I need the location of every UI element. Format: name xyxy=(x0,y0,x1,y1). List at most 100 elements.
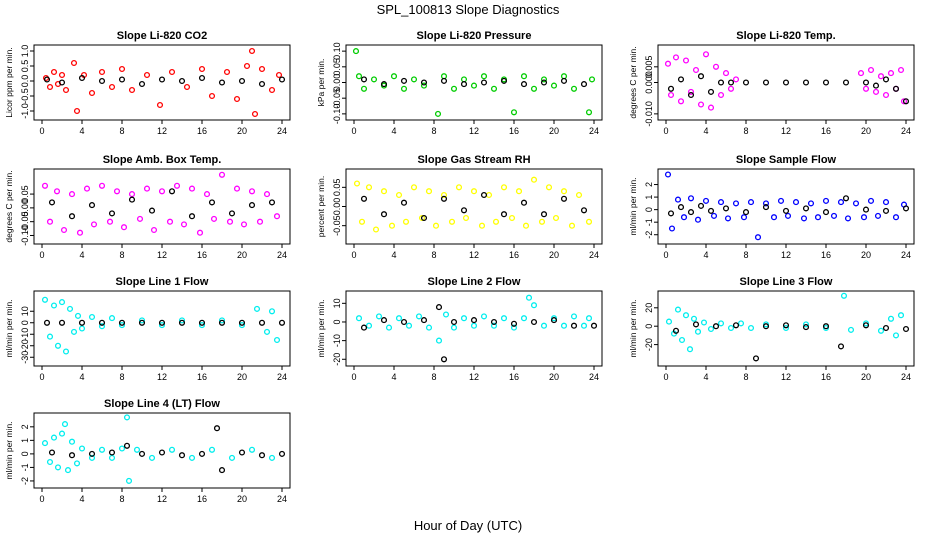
data-point xyxy=(724,215,732,222)
data-point xyxy=(365,322,373,329)
data-point xyxy=(60,226,68,234)
x-tick-label: 0 xyxy=(39,494,44,504)
data-point xyxy=(822,79,830,86)
data-point xyxy=(118,76,126,83)
data-point xyxy=(515,188,523,195)
y-tick-label: -20 xyxy=(20,339,30,352)
data-point xyxy=(98,182,106,189)
data-point xyxy=(46,83,54,91)
data-point xyxy=(450,318,458,326)
data-point xyxy=(360,85,368,92)
panel-title: Slope Line 3 Flow xyxy=(740,276,833,288)
data-point xyxy=(98,68,106,76)
data-point xyxy=(218,79,226,86)
data-point xyxy=(560,77,568,84)
data-point xyxy=(108,449,116,456)
data-point xyxy=(233,95,241,103)
data-point xyxy=(432,222,440,229)
x-tick-label: 8 xyxy=(119,494,124,504)
x-tick-label: 12 xyxy=(157,372,167,382)
data-point xyxy=(70,59,78,67)
data-point xyxy=(455,184,463,191)
data-point xyxy=(440,191,448,199)
data-point xyxy=(782,322,790,329)
data-point xyxy=(213,425,221,432)
data-point xyxy=(58,71,66,79)
x-tick-label: 8 xyxy=(119,250,124,260)
x-tick-label: 12 xyxy=(157,494,167,504)
data-point xyxy=(123,442,131,449)
data-point xyxy=(867,197,875,204)
data-point xyxy=(667,210,675,217)
data-point xyxy=(253,305,261,312)
x-tick-label: 16 xyxy=(509,126,519,136)
data-point xyxy=(278,76,286,83)
data-point xyxy=(550,82,558,89)
data-point xyxy=(500,77,508,84)
data-point xyxy=(420,79,428,86)
data-point xyxy=(64,467,72,474)
chart-panel-5: Slope Gas Stream RH 0 4 8 12 16 20 24 -0.050.000… xyxy=(316,154,603,260)
data-point xyxy=(585,109,593,116)
x-tick-label: 8 xyxy=(743,250,748,260)
x-tick-label: 20 xyxy=(237,494,247,504)
chart-panel-4: Slope Amb. Box Temp. 0 4 8 12 16 20 24 -0.10-0.0… xyxy=(4,154,291,260)
x-tick-label: 0 xyxy=(663,126,668,136)
x-tick-label: 16 xyxy=(821,372,831,382)
data-point xyxy=(218,317,226,324)
data-point xyxy=(568,222,576,229)
data-point xyxy=(540,76,548,83)
data-point xyxy=(402,218,410,225)
data-point xyxy=(492,218,500,225)
data-point xyxy=(717,199,725,206)
data-point xyxy=(782,79,790,86)
x-tick-label: 0 xyxy=(351,126,356,136)
y-tick-label: -2 xyxy=(644,231,654,239)
y-tick-label: 0 xyxy=(644,207,654,212)
x-tick-label: 4 xyxy=(391,126,396,136)
data-point xyxy=(822,197,830,204)
data-point xyxy=(158,319,166,326)
data-point xyxy=(727,79,735,86)
data-point xyxy=(754,234,762,241)
data-point xyxy=(258,80,266,88)
y-tick-label: 0 xyxy=(20,320,30,325)
data-point xyxy=(802,79,810,86)
data-point xyxy=(460,81,468,88)
data-point xyxy=(125,477,133,484)
data-point xyxy=(375,313,383,320)
data-point xyxy=(358,218,366,225)
x-tick-label: 4 xyxy=(79,126,84,136)
x-tick-label: 8 xyxy=(431,372,436,382)
data-point xyxy=(263,328,271,335)
data-point xyxy=(78,74,86,82)
data-point xyxy=(58,430,66,437)
y-tick-label: 0.000 xyxy=(644,71,654,94)
data-point xyxy=(550,317,558,324)
data-point xyxy=(118,445,126,452)
data-point xyxy=(395,191,403,199)
data-point xyxy=(872,88,880,95)
data-point xyxy=(78,325,86,332)
data-point xyxy=(400,77,408,84)
data-point xyxy=(68,213,76,220)
data-point xyxy=(668,225,676,232)
data-point xyxy=(98,77,106,85)
data-point xyxy=(353,180,361,187)
x-tick-label: 16 xyxy=(197,126,207,136)
data-point xyxy=(440,195,448,202)
y-tick-label: 0.5 xyxy=(20,60,30,73)
data-point xyxy=(78,445,86,452)
data-point xyxy=(862,322,870,329)
data-point xyxy=(238,449,246,456)
data-point xyxy=(43,76,51,83)
x-tick-label: 24 xyxy=(589,250,599,260)
data-point xyxy=(420,317,428,324)
y-tick-label: 0.05 xyxy=(332,58,342,76)
data-point xyxy=(710,212,718,219)
data-point xyxy=(198,322,206,329)
data-point xyxy=(707,88,715,95)
data-point xyxy=(46,458,54,466)
data-point xyxy=(380,317,388,324)
data-point xyxy=(902,325,910,333)
